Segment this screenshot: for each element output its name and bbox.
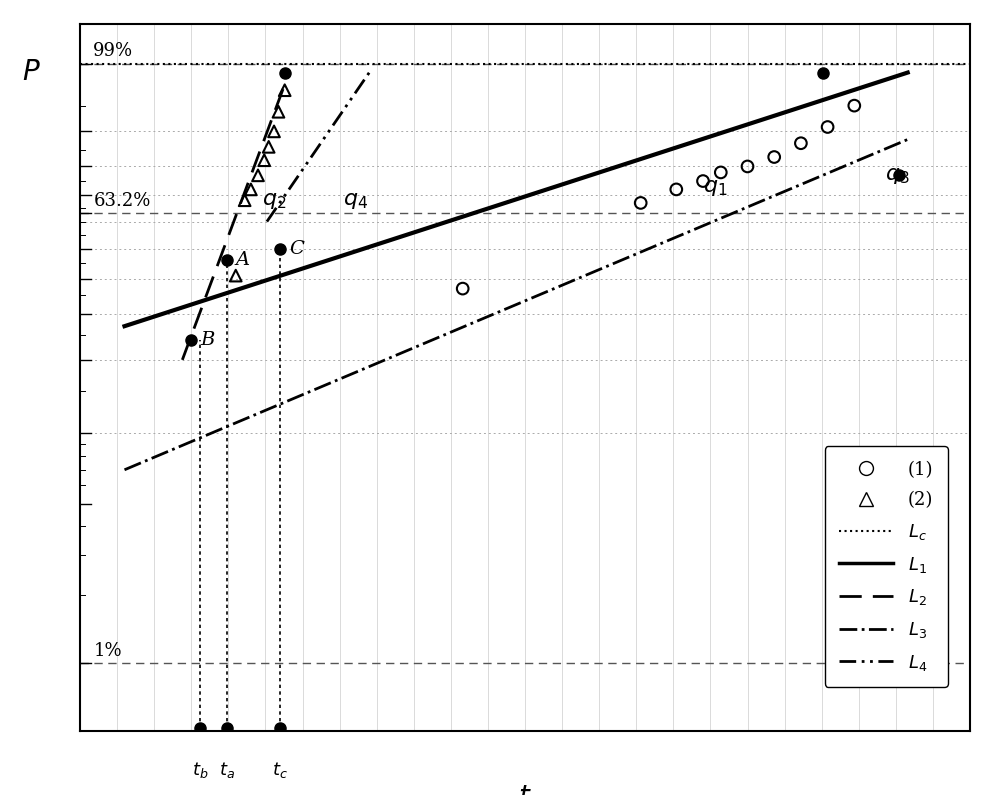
Text: 63.2%: 63.2%: [93, 192, 151, 210]
Text: C: C: [289, 240, 304, 258]
Text: B: B: [200, 331, 215, 348]
Text: $q_2$: $q_2$: [262, 189, 287, 211]
Point: [695, 175, 711, 188]
Point: [766, 151, 782, 164]
Point: [266, 125, 282, 138]
Point: [793, 137, 809, 149]
Text: $q_3$: $q_3$: [885, 165, 910, 186]
Point: [237, 194, 253, 207]
Text: 99%: 99%: [93, 42, 133, 60]
Point: [261, 141, 277, 153]
Text: A: A: [236, 251, 250, 270]
Text: $t_c$: $t_c$: [272, 760, 288, 780]
Point: [846, 99, 862, 112]
Text: $q_1$: $q_1$: [703, 176, 727, 198]
Point: [820, 121, 836, 134]
Point: [713, 166, 729, 179]
Text: $P$: $P$: [22, 60, 40, 86]
Point: [277, 83, 293, 96]
Text: $t_a$: $t_a$: [219, 760, 235, 780]
Point: [633, 196, 649, 209]
Text: $t$: $t$: [518, 785, 532, 795]
Text: $t_b$: $t_b$: [192, 760, 208, 780]
Point: [740, 160, 756, 173]
Text: 1%: 1%: [93, 642, 122, 660]
Point: [250, 169, 266, 182]
Point: [668, 183, 684, 196]
Point: [228, 270, 244, 282]
Point: [455, 282, 471, 295]
Point: [256, 154, 272, 167]
Point: [270, 106, 286, 118]
Text: $q_4$: $q_4$: [343, 189, 368, 211]
Legend: (1), (2), $L_c$, $L_1$, $L_2$, $L_3$, $L_4$: (1), (2), $L_c$, $L_1$, $L_2$, $L_3$, $L…: [825, 446, 948, 687]
Point: [243, 183, 259, 196]
